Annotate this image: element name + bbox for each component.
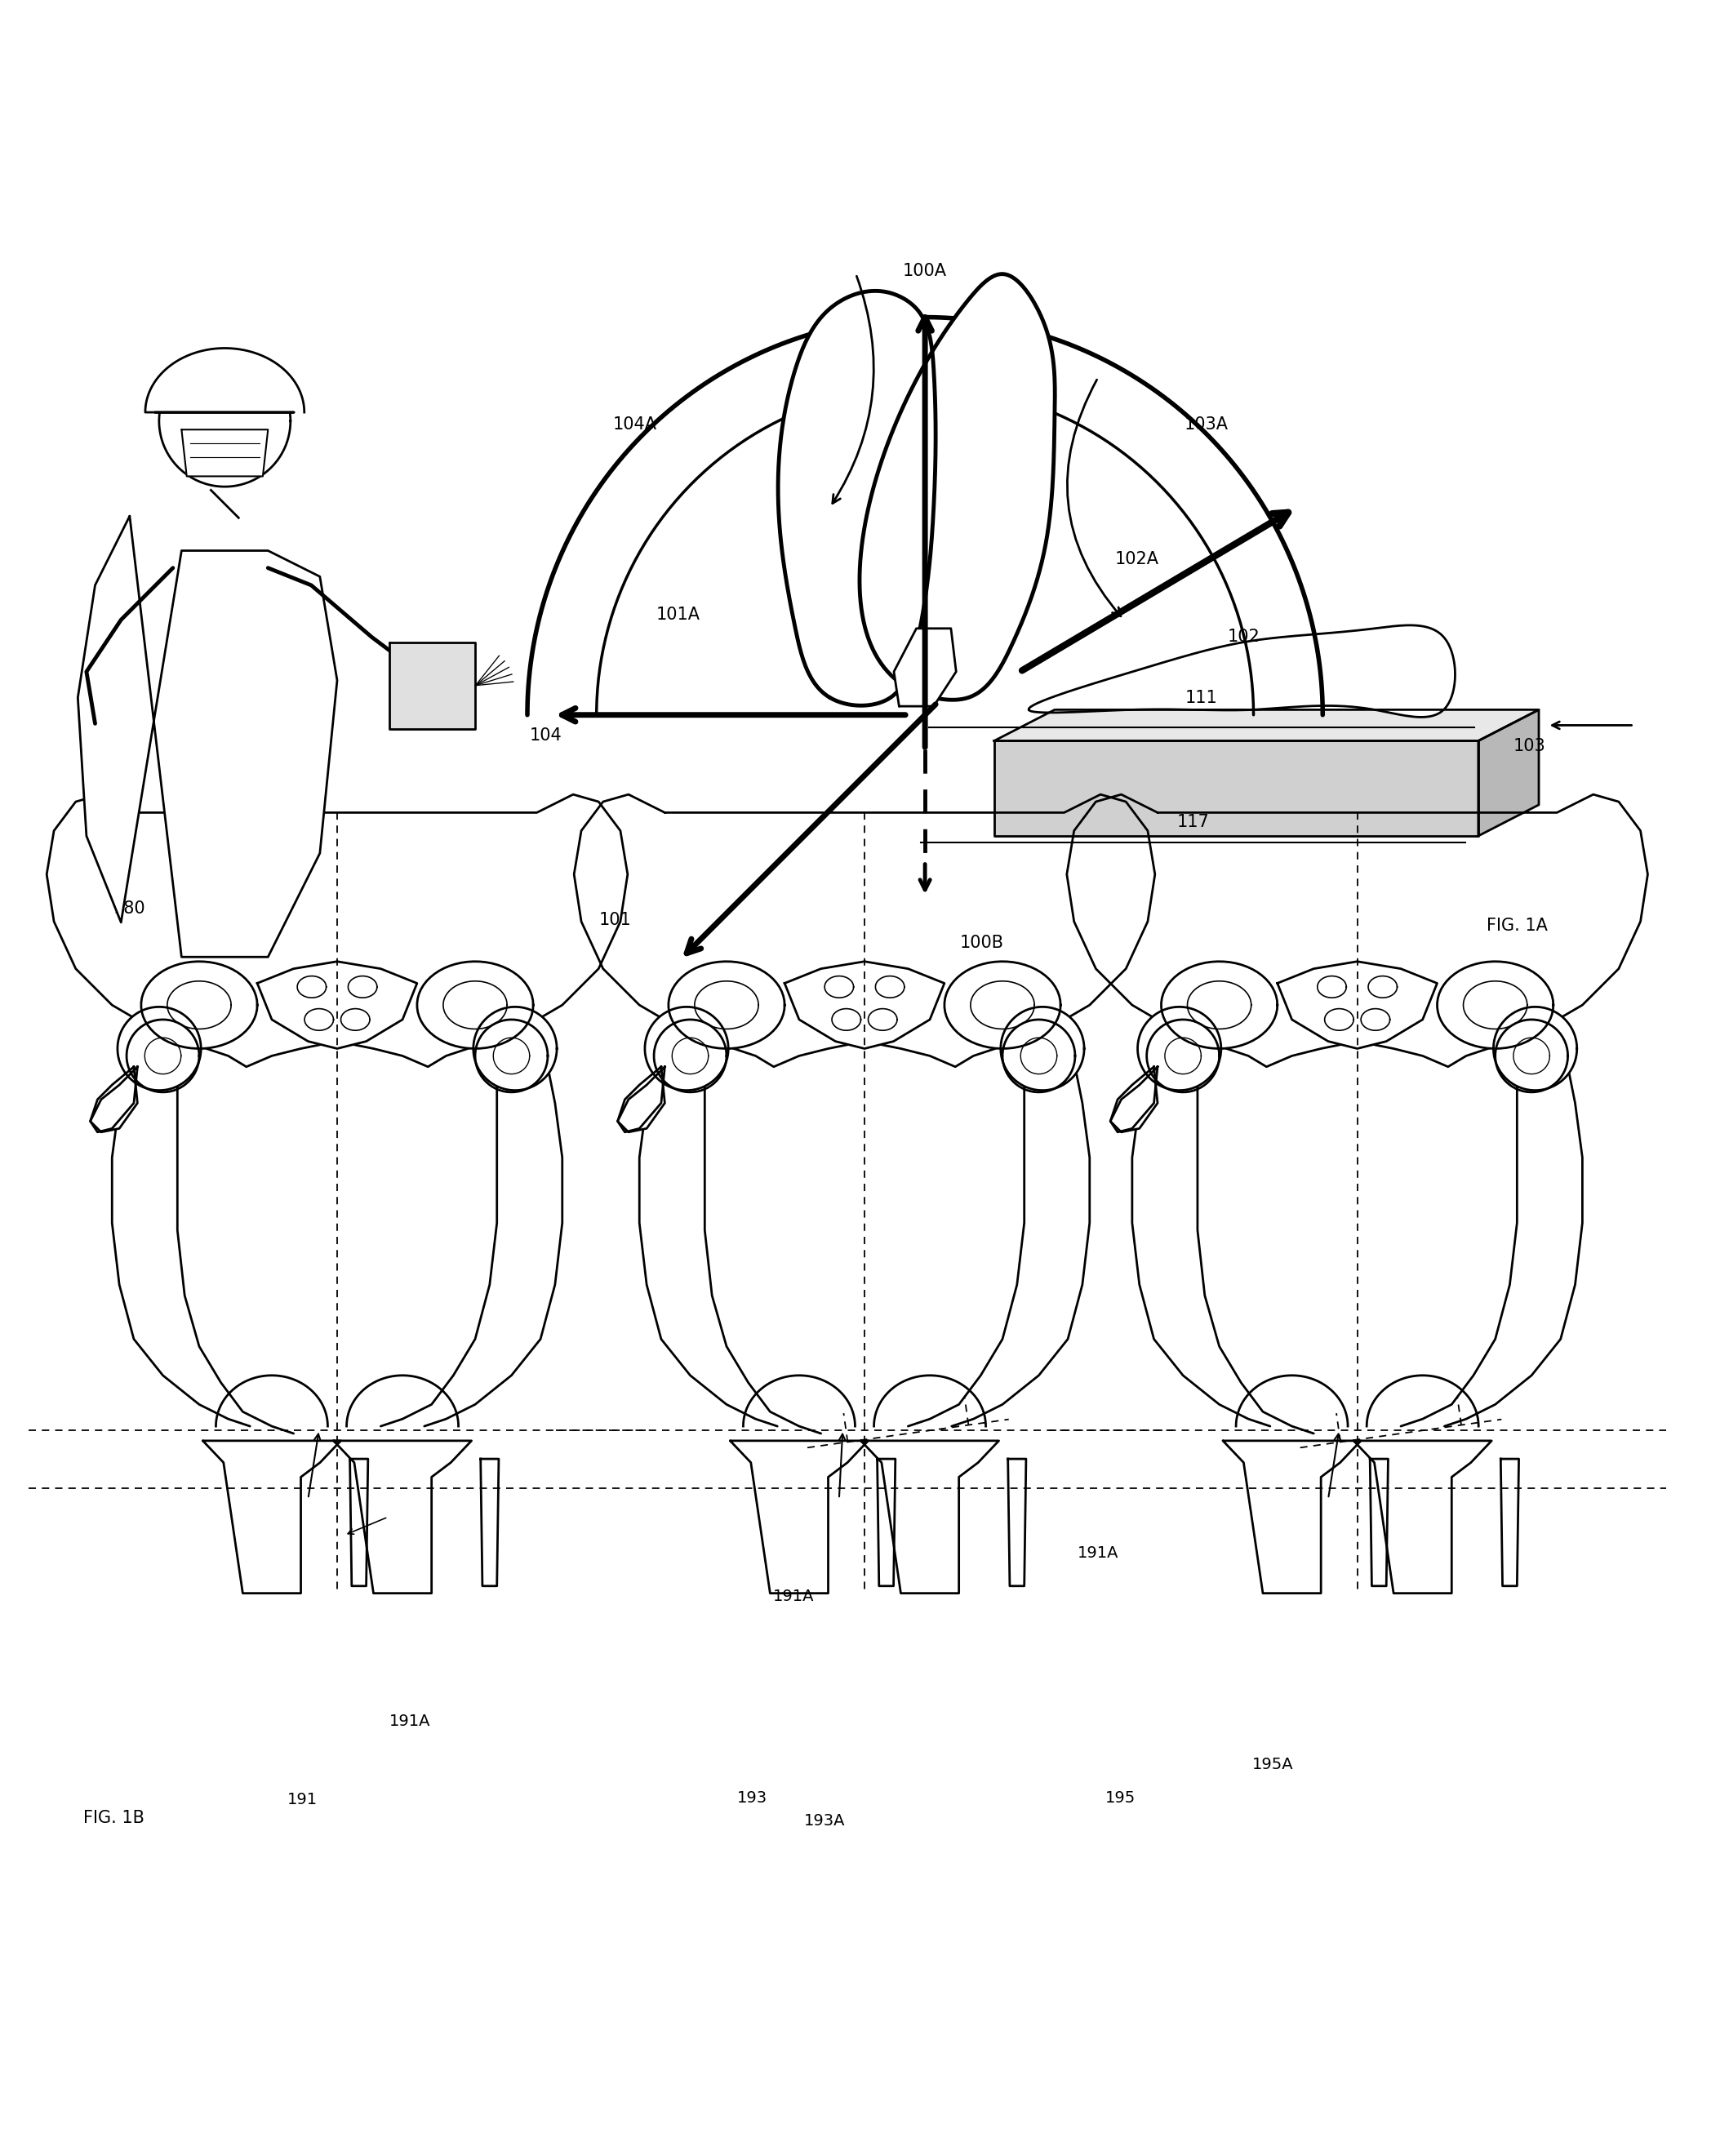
Text: 103A: 103A: [1184, 416, 1228, 433]
Polygon shape: [417, 962, 533, 1048]
Polygon shape: [617, 1067, 664, 1132]
Polygon shape: [182, 429, 268, 476]
Polygon shape: [47, 793, 628, 1067]
Polygon shape: [894, 627, 956, 707]
Polygon shape: [908, 1067, 1089, 1427]
Text: 117: 117: [1177, 815, 1209, 830]
Polygon shape: [90, 1067, 138, 1132]
Polygon shape: [994, 742, 1478, 837]
Polygon shape: [1138, 1007, 1221, 1091]
Polygon shape: [380, 1067, 562, 1427]
Polygon shape: [1222, 1440, 1361, 1593]
Polygon shape: [258, 962, 417, 1048]
Text: 191A: 191A: [389, 1714, 431, 1729]
Polygon shape: [1110, 1067, 1158, 1132]
Polygon shape: [877, 1460, 896, 1587]
Polygon shape: [1400, 1067, 1582, 1427]
Polygon shape: [730, 1440, 868, 1593]
Text: 104: 104: [529, 727, 562, 744]
Text: 102: 102: [1228, 630, 1260, 645]
Polygon shape: [1067, 793, 1648, 1067]
Polygon shape: [118, 1007, 201, 1091]
Polygon shape: [389, 642, 475, 729]
Polygon shape: [1162, 962, 1278, 1048]
Polygon shape: [1354, 1440, 1492, 1593]
Text: FIG. 1A: FIG. 1A: [1487, 918, 1547, 934]
Text: 191A: 191A: [1077, 1546, 1119, 1561]
Text: 103: 103: [1513, 737, 1546, 755]
Text: 193: 193: [737, 1789, 768, 1807]
Polygon shape: [202, 1440, 341, 1593]
Text: 104A: 104A: [614, 416, 657, 433]
Polygon shape: [617, 1067, 664, 1132]
Polygon shape: [574, 793, 1155, 1067]
Text: 195A: 195A: [1252, 1757, 1293, 1772]
Polygon shape: [1369, 1460, 1388, 1587]
Polygon shape: [785, 962, 944, 1048]
Polygon shape: [1478, 709, 1539, 837]
Text: 195: 195: [1105, 1789, 1136, 1807]
Polygon shape: [112, 1067, 294, 1434]
Polygon shape: [1110, 1067, 1158, 1132]
Polygon shape: [861, 1440, 999, 1593]
Text: 111: 111: [1186, 690, 1217, 707]
Polygon shape: [645, 1007, 728, 1091]
Polygon shape: [474, 1007, 557, 1091]
Polygon shape: [944, 962, 1060, 1048]
Polygon shape: [640, 1067, 821, 1434]
Polygon shape: [1494, 1007, 1577, 1091]
Text: 101A: 101A: [657, 606, 700, 623]
Polygon shape: [159, 356, 290, 487]
Polygon shape: [1278, 962, 1437, 1048]
Polygon shape: [142, 962, 258, 1048]
Polygon shape: [1001, 1007, 1084, 1091]
Polygon shape: [90, 1067, 138, 1132]
Polygon shape: [145, 347, 304, 412]
Polygon shape: [1008, 1460, 1025, 1587]
Text: 100A: 100A: [903, 263, 947, 278]
Text: 102A: 102A: [1115, 552, 1158, 567]
Text: 100B: 100B: [960, 934, 1003, 951]
Text: FIG. 1B: FIG. 1B: [83, 1809, 144, 1826]
Polygon shape: [859, 274, 1055, 701]
Polygon shape: [1501, 1460, 1518, 1587]
Text: 180: 180: [114, 901, 145, 916]
Polygon shape: [1132, 1067, 1314, 1434]
Text: 193A: 193A: [804, 1813, 845, 1828]
Polygon shape: [349, 1460, 368, 1587]
Polygon shape: [78, 515, 337, 957]
Polygon shape: [1437, 962, 1553, 1048]
Text: 191: 191: [287, 1792, 318, 1807]
Polygon shape: [994, 709, 1539, 742]
Polygon shape: [669, 962, 785, 1048]
Polygon shape: [1029, 625, 1456, 718]
Text: 191A: 191A: [773, 1589, 814, 1604]
Polygon shape: [481, 1460, 498, 1587]
Polygon shape: [778, 291, 935, 705]
Polygon shape: [334, 1440, 472, 1593]
Text: 101: 101: [598, 912, 631, 929]
